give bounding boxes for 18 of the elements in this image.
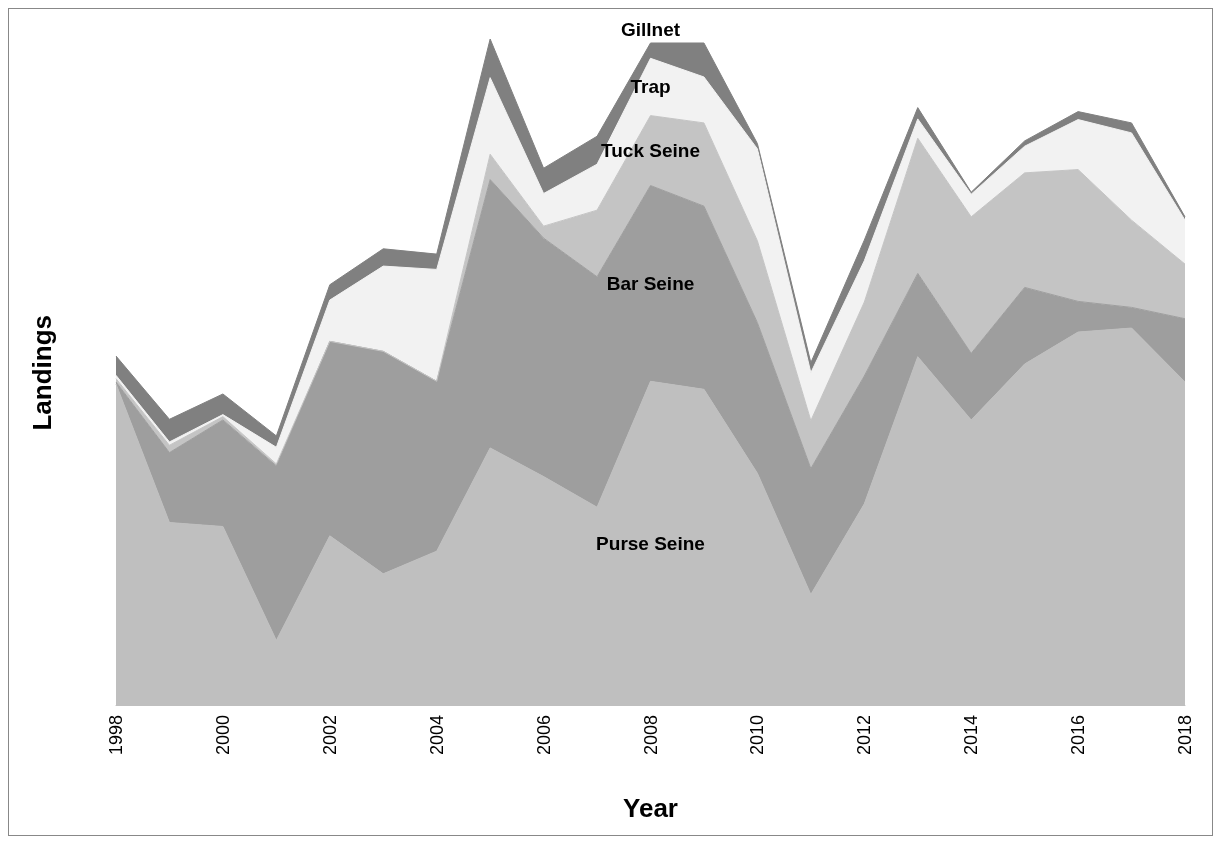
- series-label: Gillnet: [620, 19, 681, 40]
- x-tick-label: 2006: [533, 715, 554, 756]
- series-label: Purse Seine: [596, 532, 705, 554]
- series-label: Bar Seine: [606, 272, 695, 294]
- x-tick-label: 2010: [747, 715, 768, 756]
- series-label: Trap: [630, 76, 671, 98]
- x-tick-label: 2002: [319, 715, 340, 756]
- x-tick-label: 2000: [212, 715, 233, 756]
- series-label: Tuck Seine: [601, 140, 700, 162]
- x-axis-title: Year: [623, 793, 678, 823]
- x-tick-label: 2018: [1175, 715, 1195, 756]
- x-tick-label: 2008: [640, 715, 661, 756]
- x-tick-label: 2014: [961, 715, 982, 756]
- y-axis-title: Landings: [27, 314, 57, 431]
- x-tick-label: 2004: [426, 715, 447, 756]
- x-tick-label: 1998: [106, 715, 126, 756]
- x-tick-label: 2012: [854, 715, 875, 756]
- x-tick-label: 2016: [1068, 715, 1089, 756]
